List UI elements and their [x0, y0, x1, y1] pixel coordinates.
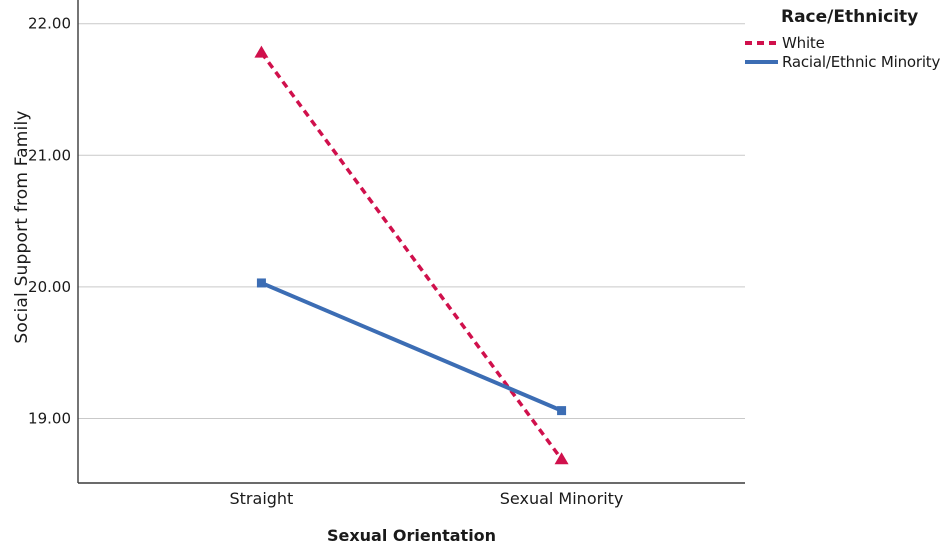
series-line: [260, 281, 563, 413]
y-tick-labels: 22.00 21.00 20.00 19.00: [28, 15, 71, 428]
legend-entry: Racial/Ethnic Minority: [745, 52, 947, 71]
axes: [77, 0, 745, 484]
y-tick-label: 21.00: [28, 146, 71, 164]
y-tick-label: 19.00: [28, 410, 71, 428]
gridlines: [78, 23, 745, 420]
x-tick-labels: Straight Sexual Minority: [230, 489, 624, 508]
legend-title: Race/Ethnicity: [781, 7, 919, 27]
data-series: [254, 45, 569, 465]
legend-swatch-dashed-line: [745, 40, 778, 45]
series-marker-triangle: [554, 452, 569, 465]
legend: Race/Ethnicity White Racial/Ethnic Minori…: [745, 7, 947, 71]
legend-entries: White Racial/Ethnic Minority: [745, 33, 947, 71]
legend-entry: White: [745, 33, 947, 52]
series-line: [260, 51, 563, 461]
y-tick-label: 20.00: [28, 278, 71, 296]
legend-swatch-solid-line: [745, 59, 778, 64]
series-marker-triangle: [254, 45, 269, 58]
y-tick-label: 22.00: [28, 15, 71, 33]
x-tick-label: Straight: [230, 489, 294, 508]
y-axis-title: Social Support from Family: [12, 110, 32, 344]
legend-label: White: [782, 33, 825, 52]
x-tick-label: Sexual Minority: [500, 489, 624, 508]
series-marker-square: [557, 406, 567, 416]
series-marker-square: [256, 278, 266, 288]
x-axis-title: Sexual Orientation: [326, 526, 497, 545]
legend-label: Racial/Ethnic Minority: [782, 52, 941, 71]
